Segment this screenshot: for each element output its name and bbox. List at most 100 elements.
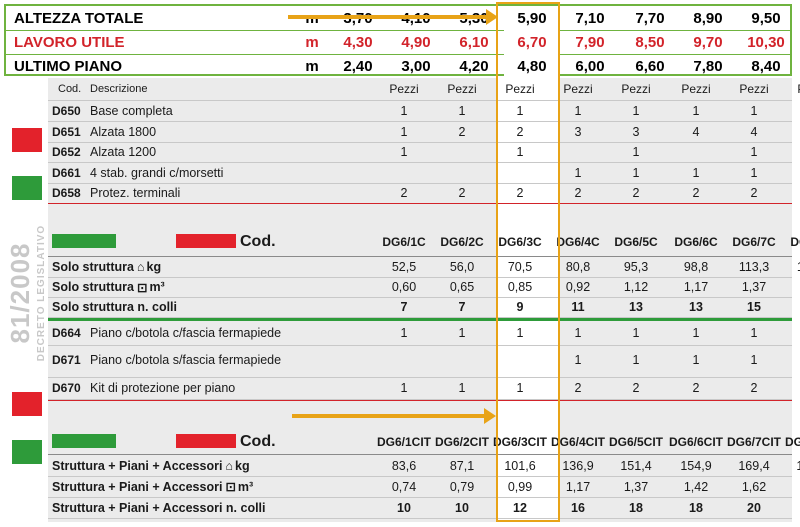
extra-description: Piano c/botola c/fascia fermapiede — [90, 325, 282, 340]
component-description: 4 stab. grandi c/morsetti — [90, 165, 224, 180]
component-description: Base completa — [90, 104, 173, 118]
row-divider — [48, 377, 792, 378]
section-value: 154,9 — [680, 458, 712, 473]
section-value: 7 — [400, 300, 408, 314]
component-value: 4 — [692, 124, 700, 139]
extra-value: 1 — [632, 353, 640, 367]
component-value: 1 — [574, 104, 582, 118]
row-divider — [48, 317, 792, 318]
highlight-column-fill — [496, 78, 560, 522]
row-divider — [48, 345, 792, 346]
component-description: Protez. terminali — [90, 186, 181, 200]
section-value: 0,99 — [507, 479, 533, 494]
component-value: 1 — [692, 104, 700, 118]
component-description: Alzata 1800 — [90, 124, 157, 139]
height-value: 7,70 — [635, 9, 665, 27]
component-cod: D658 — [52, 186, 81, 200]
weight-icon: ⌂ — [136, 260, 145, 274]
height-value: 6,00 — [575, 57, 605, 75]
section-value: 87,1 — [449, 458, 475, 473]
extra-cod: D670 — [52, 381, 81, 395]
component-value: 1 — [786, 101, 800, 121]
section-code: DG6/6C — [674, 235, 718, 249]
volume-icon: ⊡ — [225, 480, 236, 494]
component-cod: D650 — [52, 104, 81, 118]
components-header: Cod. Descrizione Pezzi Pezzi Pezzi Pezzi Pezzi… — [48, 78, 800, 100]
section-value: 80,8 — [565, 260, 591, 274]
section2-row: Struttura + Piani + Accessori n. colli 10… — [48, 497, 792, 518]
section-row-label: Solo struttura ⌂ kg — [52, 260, 162, 274]
extra-description: Kit di protezione per piano — [90, 380, 236, 395]
extra-cod: D664 — [52, 326, 81, 340]
section-code: DG6/2C — [440, 235, 484, 249]
section-value: 56,0 — [449, 260, 475, 274]
component-value: 1 — [400, 124, 408, 139]
header-cod: Cod. — [58, 83, 82, 95]
height-value: 6,60 — [635, 57, 665, 75]
row-divider — [48, 454, 792, 455]
section-value: 1,37 — [741, 280, 767, 294]
section-value: 113,3 — [738, 260, 770, 274]
component-value: 1 — [750, 145, 758, 159]
section-cod-label: Cod. — [240, 433, 276, 450]
section-value: 52,5 — [391, 260, 417, 274]
header-pezzi: Pezzi — [739, 82, 769, 96]
extra-value: 1 — [786, 322, 800, 344]
section-value: 1,67 — [786, 476, 800, 497]
extra-value: 1 — [750, 326, 758, 340]
row-divider — [48, 297, 792, 298]
unit-label: kg — [235, 458, 250, 473]
section-value: 1,42 — [683, 479, 709, 494]
component-value: 1 — [750, 165, 758, 180]
header-description: Descrizione — [90, 83, 148, 95]
header-pezzi: Pezzi — [563, 82, 593, 96]
component-value: 4 — [750, 124, 758, 139]
weight-icon: ⌂ — [225, 458, 233, 473]
component-value: 1 — [400, 145, 408, 159]
extra-value: 1 — [632, 326, 640, 340]
height-row: ULTIMO PIANO m 2,40 3,00 4,20 4,80 6,00 6,60 7,8… — [6, 54, 792, 78]
section-value: 151,4 — [620, 458, 652, 473]
section-value: 1,42 — [786, 277, 800, 297]
extra-value: 1 — [692, 353, 700, 367]
header-pezzi: Pezzi — [389, 82, 419, 96]
sidebar-decree-number: 81/2008 — [5, 242, 35, 344]
row-divider — [48, 162, 792, 163]
extra-value: 2 — [632, 381, 640, 395]
unit-label: m³ — [237, 479, 254, 494]
component-value: 2 — [458, 124, 466, 139]
section-value: 13 — [689, 300, 703, 314]
component-value: 2 — [574, 186, 582, 200]
component-value: 1 — [458, 104, 466, 118]
extra-cod: D671 — [52, 353, 81, 367]
section-code: DG6/1C — [382, 235, 426, 249]
header-pezzi: Pezzi — [681, 82, 711, 96]
section2-row: Struttura + Piani + Accessori ⊡ m³ 0,74 0,7… — [48, 476, 800, 497]
height-row-label: ULTIMO PIANO — [14, 57, 123, 75]
extra-value — [378, 344, 430, 376]
height-value: 7,90 — [575, 33, 605, 51]
component-value: 2 — [786, 183, 800, 203]
height-value: 7,10 — [575, 9, 605, 27]
component-value — [436, 142, 488, 162]
component-cod: D652 — [52, 145, 81, 159]
table-background — [48, 78, 792, 522]
section-code: DG6/7C — [732, 235, 776, 249]
extra-value: 1 — [574, 353, 582, 367]
section-code: DG6/5CIT — [608, 435, 663, 449]
section-value: 11 — [571, 300, 585, 314]
row-divider — [48, 256, 792, 257]
green-swatch-icon — [52, 434, 116, 448]
row-divider — [48, 476, 792, 477]
section-value: 70,5 — [507, 260, 533, 274]
section-value: 95,3 — [623, 260, 649, 274]
section2-header: Cod. DG6/1CIT DG6/2CIT DG6/3CIT DG6/4CIT DG6/… — [48, 430, 800, 454]
extra-row: D664 Piano c/botola c/fascia fermapiede 1 1… — [48, 322, 792, 344]
height-row-unit: m — [305, 33, 319, 51]
section-value: 169,4 — [738, 458, 770, 473]
extra-value: 1 — [400, 381, 408, 395]
unit-label: kg — [146, 260, 162, 274]
height-value: 4,20 — [459, 57, 489, 75]
extra-value: 1 — [692, 326, 700, 340]
extra-value: 1 — [516, 381, 524, 395]
